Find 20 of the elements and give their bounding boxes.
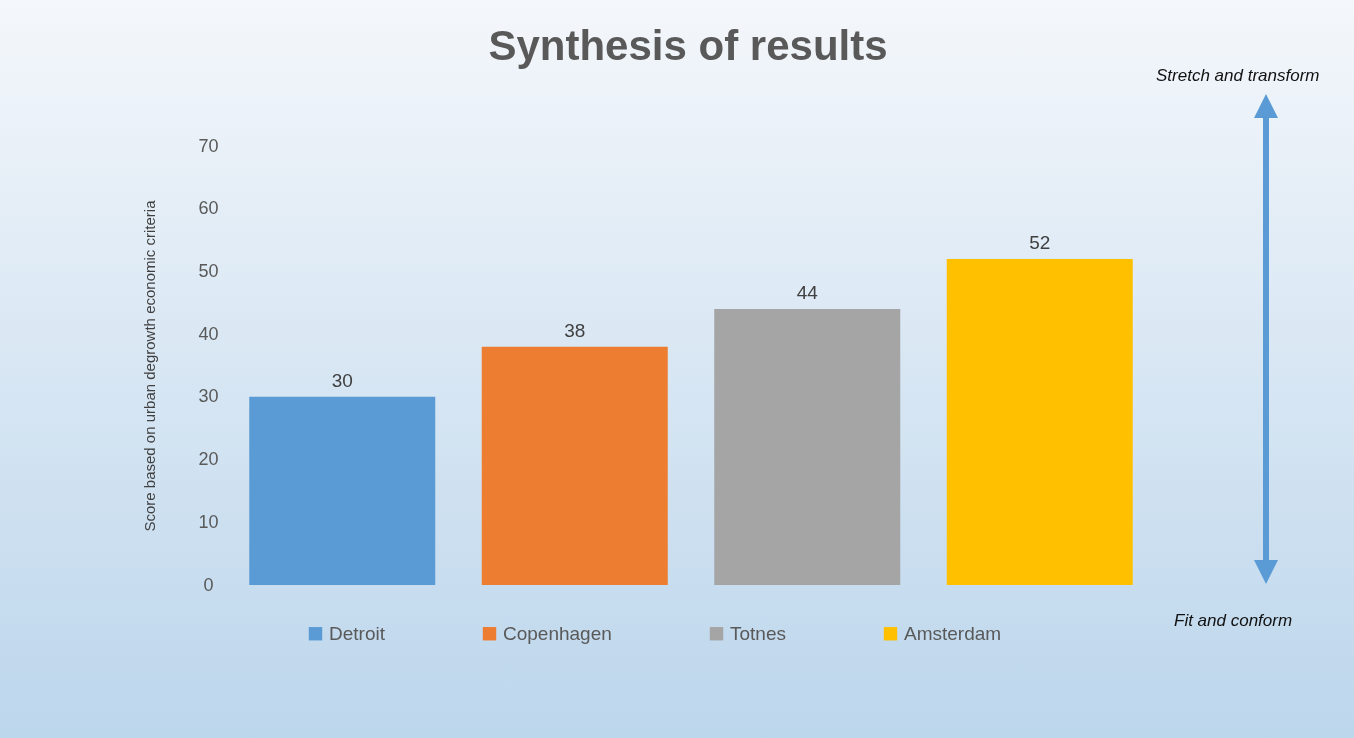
y-tick-label: 70 <box>198 135 219 156</box>
data-label: 30 <box>331 369 353 391</box>
data-label: 44 <box>796 282 819 304</box>
y-tick-label: 60 <box>198 198 219 219</box>
y-tick-label: 10 <box>198 511 219 532</box>
y-tick-label: 30 <box>198 386 219 407</box>
text: Stretch and transform <box>1156 66 1320 86</box>
data-label: 38 <box>564 319 586 341</box>
legend-label: Totnes <box>730 622 786 644</box>
y-tick-label: 0 <box>203 574 214 595</box>
chart-title: Synthesis of results <box>488 22 888 69</box>
data-label: 52 <box>1029 231 1051 253</box>
legend-label: Detroit <box>329 622 386 644</box>
y-tick-label: 50 <box>198 260 219 281</box>
text: Fit and conform <box>1174 611 1293 631</box>
legend-label: Amsterdam <box>904 622 1002 644</box>
legend-label: Copenhagen <box>503 622 612 644</box>
y-tick-label: 20 <box>198 449 219 470</box>
y-axis-title: Score based on urban degrowth economic criteria <box>141 199 159 532</box>
y-tick-label: 40 <box>198 323 219 344</box>
